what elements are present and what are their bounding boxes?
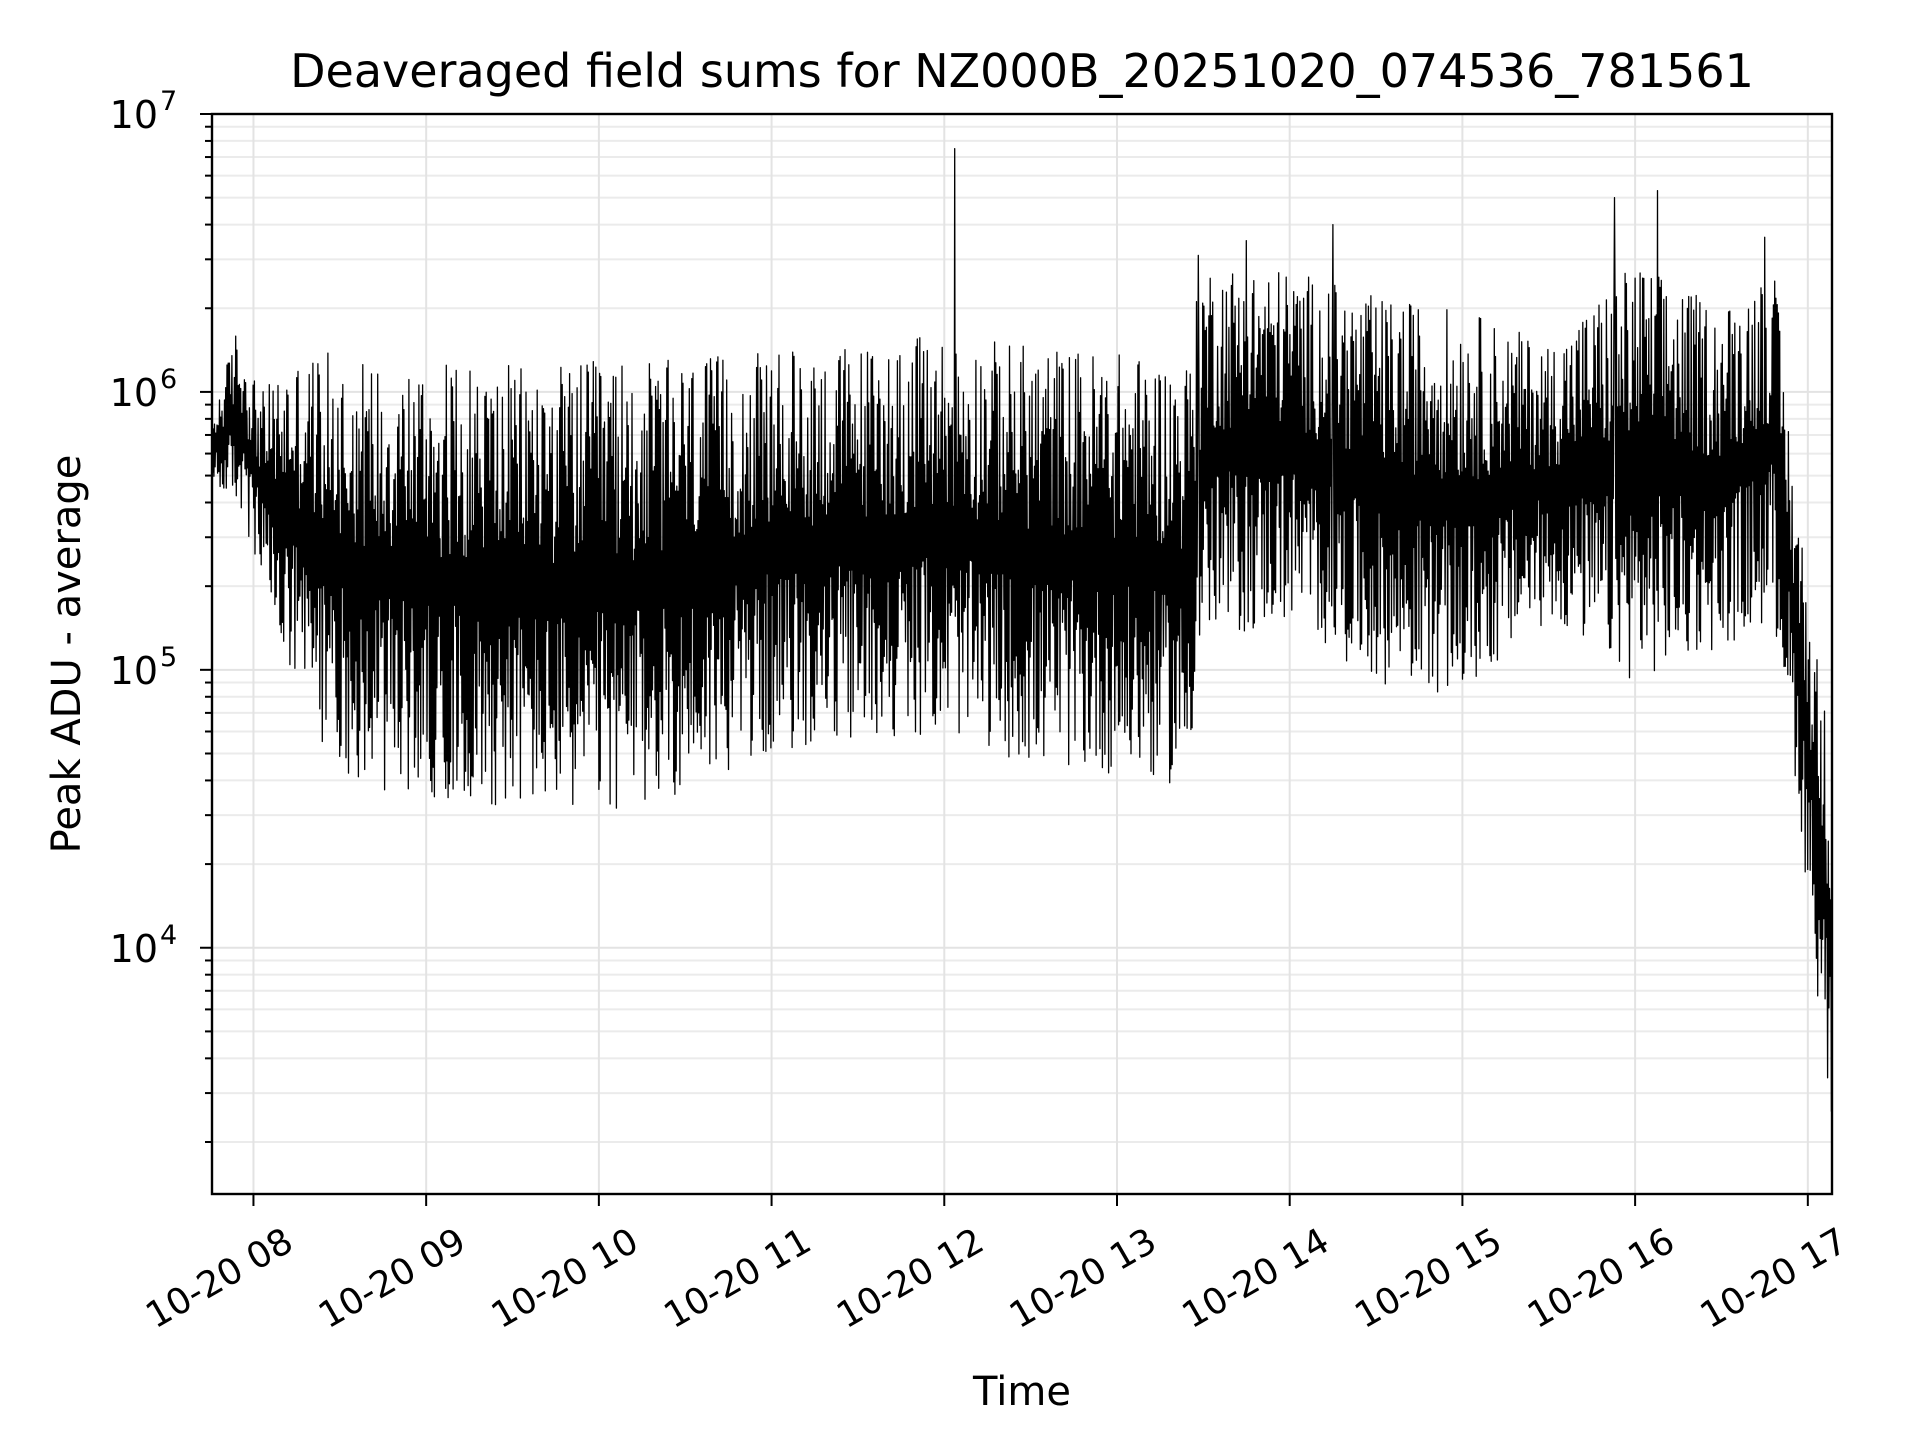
y-tick-label: 10	[110, 649, 158, 693]
y-tick-label: 10	[110, 93, 158, 137]
data-series-line	[211, 148, 1833, 1112]
y-tick-exponent: 6	[160, 364, 177, 395]
y-tick-label: 10	[110, 371, 158, 415]
plot-frame	[210, 112, 1834, 1196]
y-axis-label: Peak ADU - average	[44, 455, 90, 854]
y-tick-exponent: 5	[160, 642, 177, 673]
y-tick-exponent: 4	[160, 920, 177, 951]
x-axis-label: Time	[972, 1369, 1071, 1415]
chart-title: Deaveraged field sums for NZ000B_2025102…	[290, 44, 1754, 98]
y-tick-label: 10	[110, 927, 158, 971]
y-tick-exponent: 7	[160, 86, 177, 117]
